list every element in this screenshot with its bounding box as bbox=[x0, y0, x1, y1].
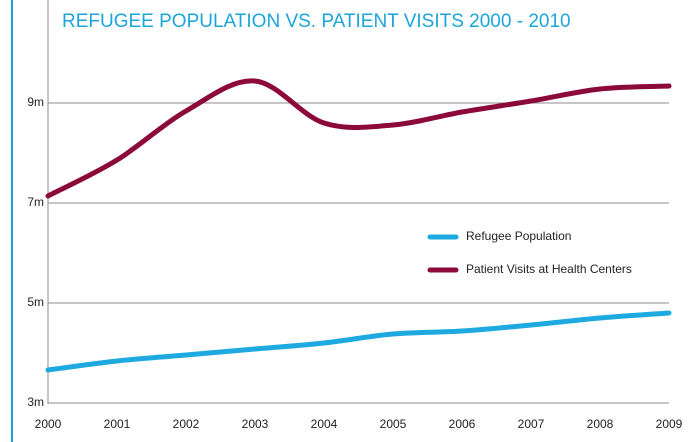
x-tick-label: 2008 bbox=[587, 417, 614, 431]
legend-label: Refugee Population bbox=[466, 229, 571, 243]
x-tick-label: 2009 bbox=[656, 417, 683, 431]
x-tick-label: 2003 bbox=[242, 417, 269, 431]
y-tick-label: 7m bbox=[27, 195, 44, 209]
chart-title: REFUGEE POPULATION VS. PATIENT VISITS 20… bbox=[62, 11, 571, 32]
x-tick-label: 2000 bbox=[35, 417, 62, 431]
x-tick-label: 2006 bbox=[449, 417, 476, 431]
series-line bbox=[45, 310, 672, 373]
y-tick-label: 5m bbox=[27, 295, 44, 309]
x-tick-label: 2002 bbox=[173, 417, 200, 431]
x-tick-label: 2004 bbox=[311, 417, 338, 431]
x-tick-label: 2007 bbox=[518, 417, 545, 431]
y-tick-label: 3m bbox=[27, 395, 44, 409]
legend-label: Patient Visits at Health Centers bbox=[466, 262, 632, 276]
series-line bbox=[45, 78, 672, 199]
x-tick-label: 2005 bbox=[380, 417, 407, 431]
x-tick-label: 2001 bbox=[104, 417, 131, 431]
y-tick-label: 9m bbox=[27, 95, 44, 109]
